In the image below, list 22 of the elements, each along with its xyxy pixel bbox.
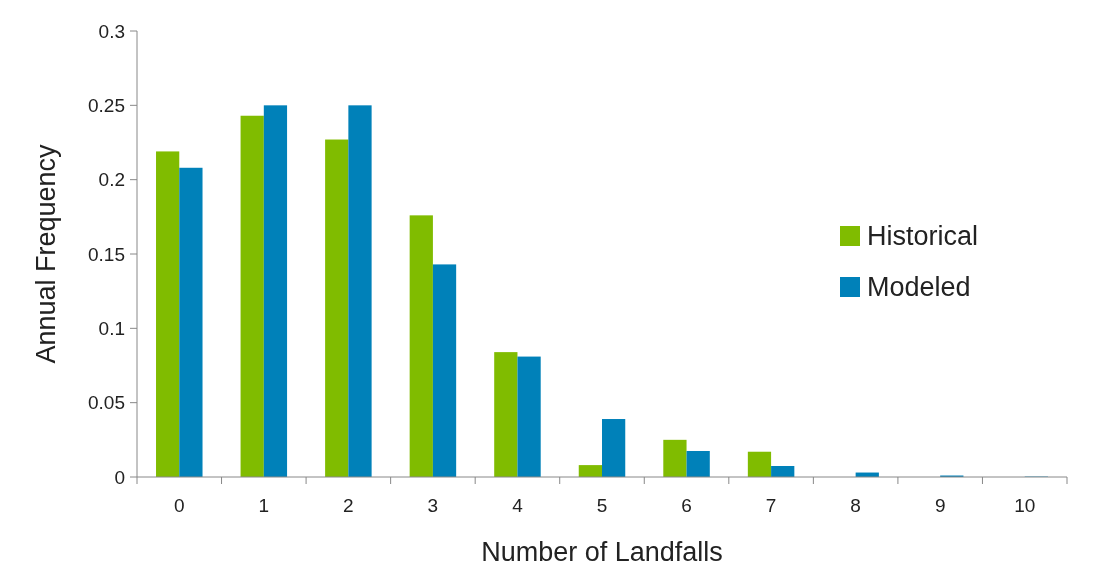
y-tick-label: 0.2 [98,169,125,191]
legend-label: Modeled [867,272,971,303]
legend-label: Historical [867,221,979,252]
x-axis-title: Number of Landfalls [481,537,723,567]
x-tick-label: 3 [427,495,439,516]
x-tick-label: 2 [343,495,354,516]
y-tick-label: 0.15 [88,243,125,265]
x-tick-label: 5 [596,495,608,516]
x-tick-label: 6 [681,495,692,516]
x-tick-label: 10 [1014,495,1036,516]
x-tick-label: 0 [173,495,185,516]
y-tick-label: 0.3 [98,20,125,42]
x-tick-label: 1 [258,495,270,516]
y-axis-title: Annual Frequency [31,143,61,364]
y-tick-label: 0.25 [88,94,125,116]
x-tick-label: 9 [934,495,946,516]
y-tick-label: 0 [114,466,125,488]
y-tick-label: 0.1 [98,317,125,339]
x-tick-label: 7 [765,495,777,516]
y-tick-label: 0.05 [88,392,125,414]
x-tick-label: 8 [850,495,861,516]
x-tick-label: 4 [512,495,524,516]
